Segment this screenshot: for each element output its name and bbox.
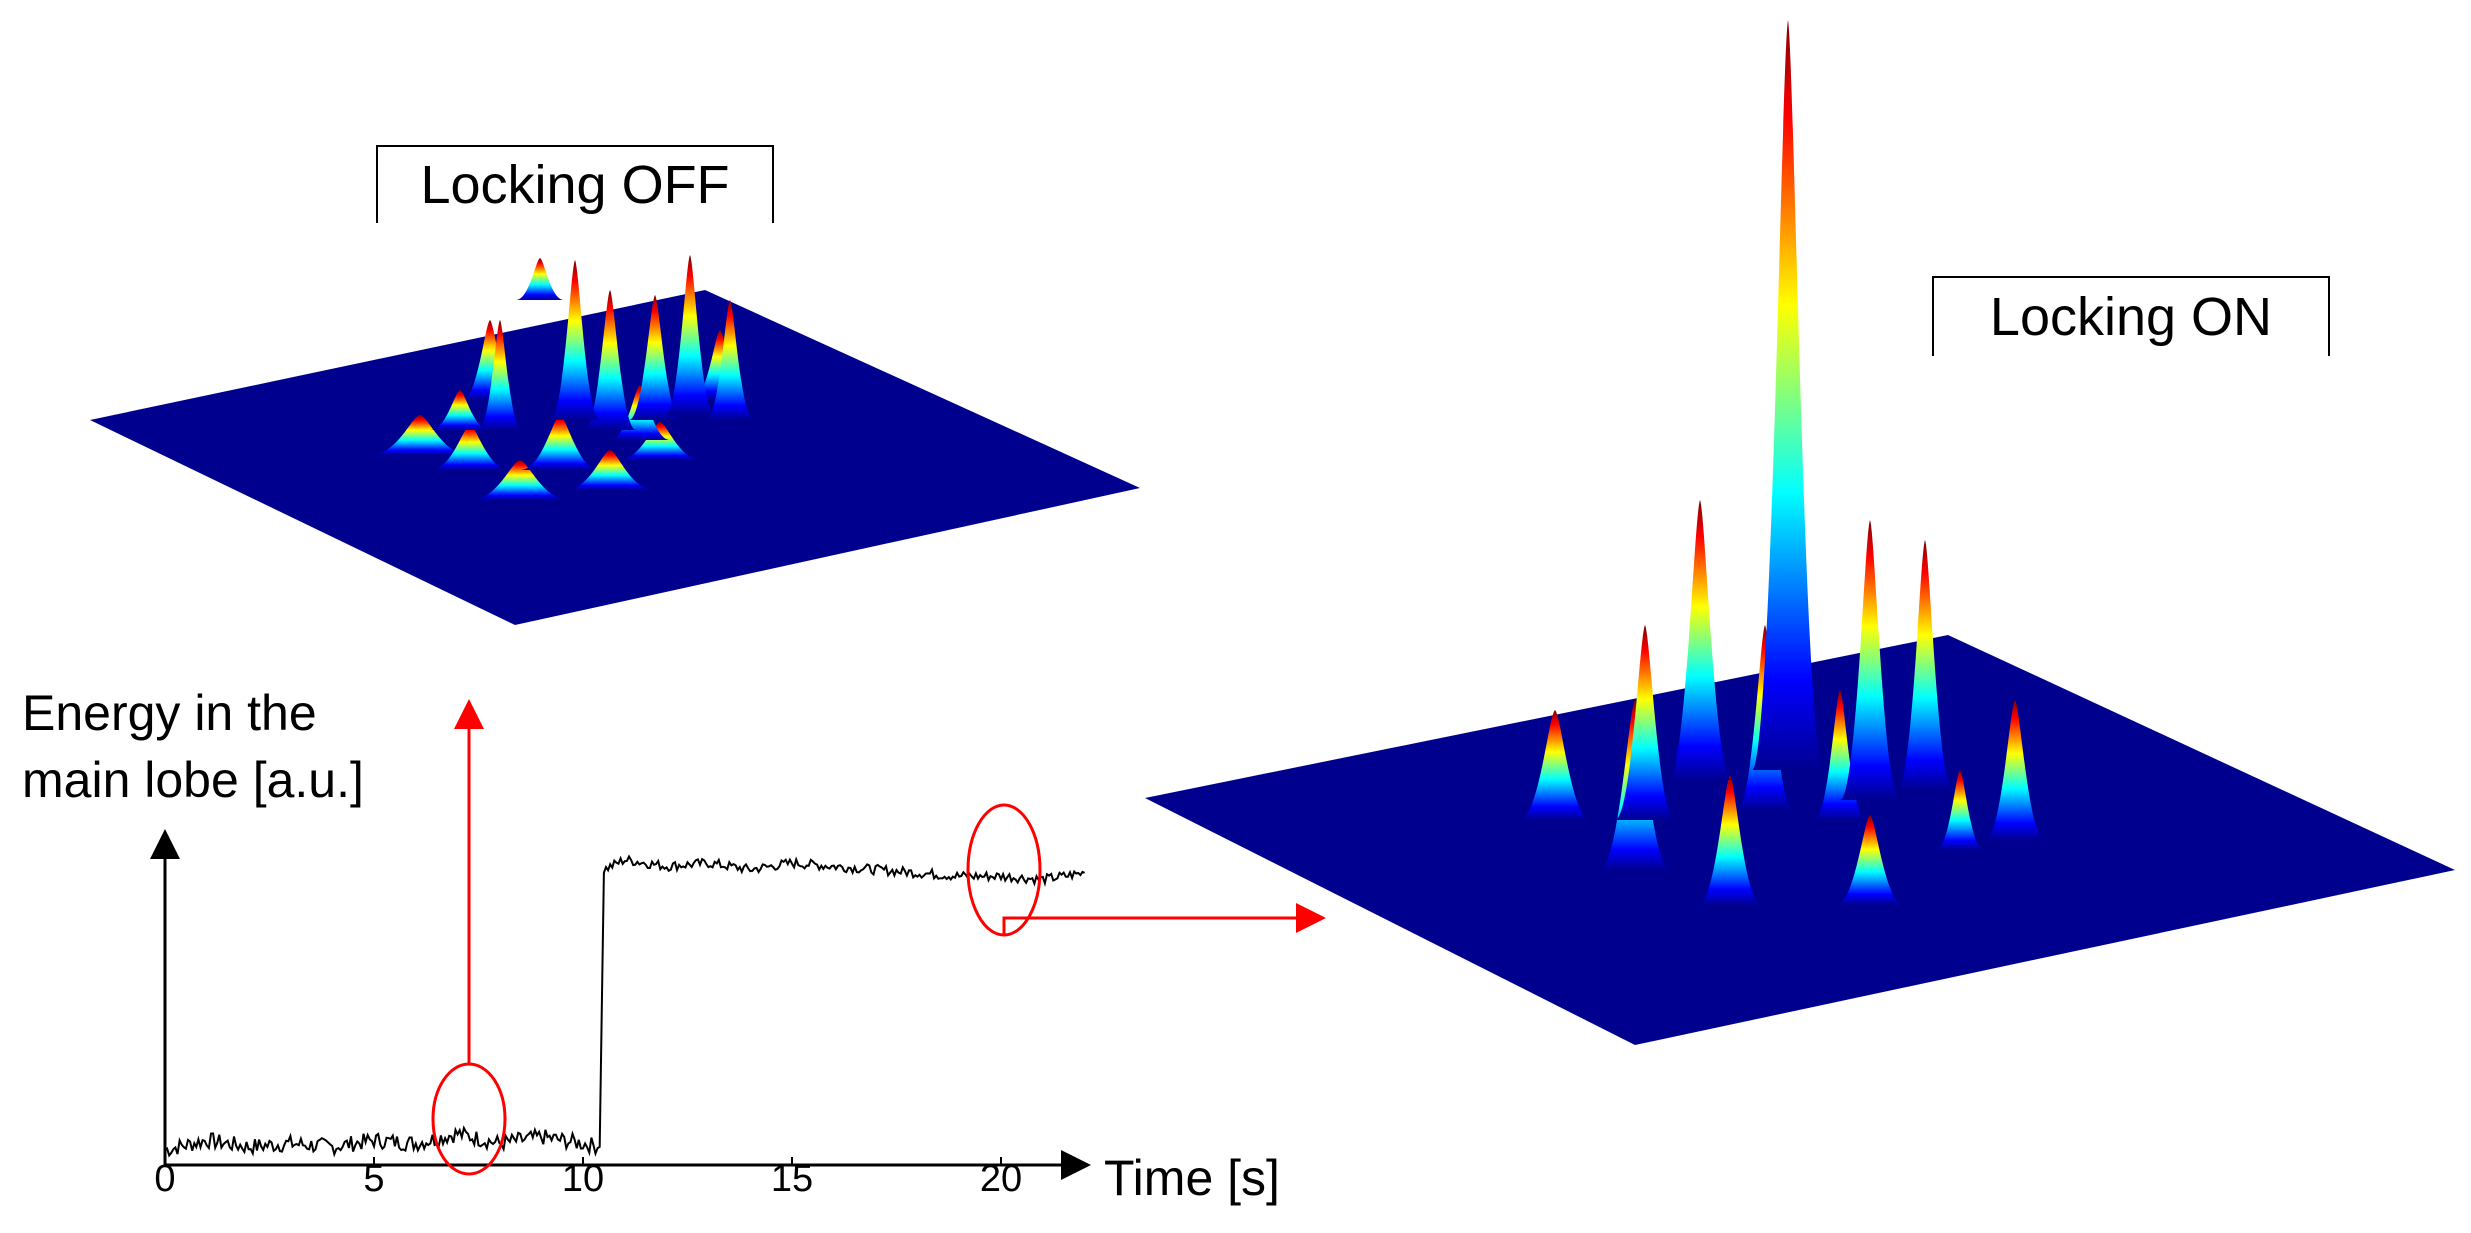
x-tick-label: 0 bbox=[154, 1158, 176, 1200]
x-axis-label: Time [s] bbox=[1104, 1150, 1280, 1206]
trace-axes bbox=[150, 829, 1091, 1180]
surface-peak bbox=[706, 300, 754, 420]
surface-peak bbox=[1519, 710, 1591, 820]
surface-base-on bbox=[1145, 635, 2455, 1045]
x-tick-label: 20 bbox=[979, 1158, 1023, 1200]
surface-peak bbox=[1615, 625, 1675, 820]
energy-trace bbox=[164, 854, 1086, 1158]
y-axis-label-line1: Energy in the bbox=[22, 685, 317, 741]
surface-peak bbox=[520, 415, 600, 470]
surface-peak bbox=[584, 290, 636, 430]
surface-peak bbox=[478, 320, 522, 430]
surface-peak bbox=[550, 260, 600, 420]
surface-peak bbox=[430, 425, 510, 470]
surface-peak bbox=[618, 422, 702, 460]
surface-plot-locking-on bbox=[1145, 20, 2455, 1045]
x-tick-label: 15 bbox=[770, 1158, 814, 1200]
surface-peak bbox=[430, 390, 490, 430]
surface-peak bbox=[1840, 520, 1900, 800]
x-tick-label: 10 bbox=[561, 1158, 605, 1200]
surface-peak bbox=[629, 295, 681, 420]
surface-peak bbox=[1668, 500, 1732, 780]
surface-peak bbox=[1936, 770, 1984, 850]
surface-peak bbox=[470, 460, 570, 500]
highlight-ellipse-off bbox=[431, 1062, 507, 1176]
surface-peak bbox=[516, 258, 564, 300]
x-tick-label: 5 bbox=[363, 1158, 385, 1200]
surface-peak bbox=[1897, 540, 1953, 790]
surface-peak bbox=[665, 255, 715, 415]
y-axis-label-line2: main lobe [a.u.] bbox=[22, 752, 364, 808]
surface-peak bbox=[1836, 815, 1904, 905]
arrow-to-locking-on bbox=[1002, 903, 1326, 935]
locking-on-label: Locking ON bbox=[1932, 276, 2330, 356]
surface-peak bbox=[565, 450, 655, 490]
surface-peak bbox=[1752, 20, 1824, 770]
annotations bbox=[431, 699, 1326, 1176]
surface-peak bbox=[370, 415, 470, 455]
surface-peak bbox=[1985, 700, 2045, 840]
highlight-ellipse-on bbox=[966, 803, 1042, 937]
locking-off-label: Locking OFF bbox=[376, 145, 774, 223]
surface-plot-locking-off bbox=[90, 255, 1140, 625]
surface-peak bbox=[1698, 775, 1762, 905]
